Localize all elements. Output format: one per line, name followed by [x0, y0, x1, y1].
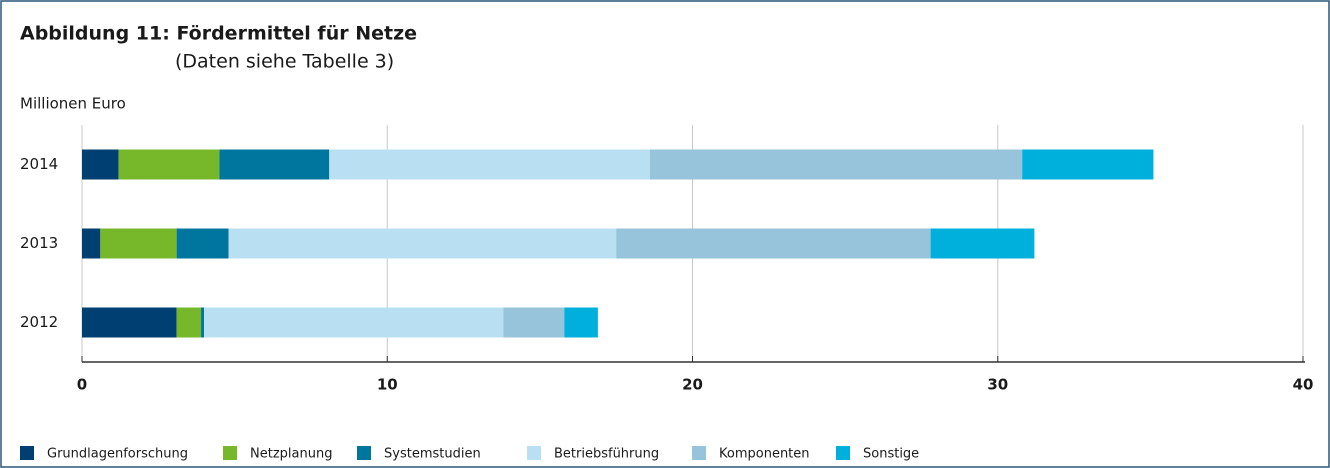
legend-label: Sonstige — [863, 447, 919, 462]
legend-swatch — [357, 446, 371, 460]
bar-segment — [649, 149, 1023, 180]
legend-swatch — [223, 446, 237, 460]
bar-segment — [176, 228, 229, 259]
legend-label: Systemstudien — [384, 447, 481, 462]
y-tick-label: 2014 — [20, 155, 58, 173]
legend-label: Grundlagenforschung — [47, 447, 188, 462]
bar-segment — [82, 307, 177, 338]
bar-segment — [100, 228, 177, 259]
x-tick-label: 10 — [377, 376, 398, 394]
bar-segment — [118, 149, 220, 180]
x-tick-label: 40 — [1293, 376, 1314, 394]
chart-subtitle: (Daten siehe Tabelle 3) — [175, 51, 394, 73]
bar-segment — [201, 307, 205, 338]
y-tick-label: 2012 — [20, 313, 58, 331]
bar-segment — [82, 149, 119, 180]
legend-swatch — [836, 446, 850, 460]
bar-segment — [219, 149, 330, 180]
y-tick-label: 2013 — [20, 234, 58, 252]
legend-swatch — [692, 446, 706, 460]
bar-segment — [1022, 149, 1154, 180]
bar-segment — [616, 228, 931, 259]
axis-label: Millionen Euro — [20, 95, 126, 113]
legend-swatch — [527, 446, 541, 460]
bar-segment — [82, 228, 101, 259]
legend-swatch — [20, 446, 34, 460]
legend-label: Netzplanung — [250, 447, 332, 462]
legend-label: Betriebsführung — [554, 447, 659, 462]
x-tick-label: 30 — [987, 376, 1008, 394]
bar-segment — [176, 307, 202, 338]
bar-segment — [329, 149, 650, 180]
chart-title: Abbildung 11: Fördermittel für Netze — [20, 23, 417, 45]
x-tick-label: 0 — [77, 376, 87, 394]
legend-label: Komponenten — [719, 447, 810, 462]
bar-segment — [503, 307, 565, 338]
bar-segment — [930, 228, 1035, 259]
x-tick-label: 20 — [682, 376, 703, 394]
bar-segment — [204, 307, 504, 338]
bar-segment — [228, 228, 617, 259]
bar-segment — [564, 307, 598, 338]
